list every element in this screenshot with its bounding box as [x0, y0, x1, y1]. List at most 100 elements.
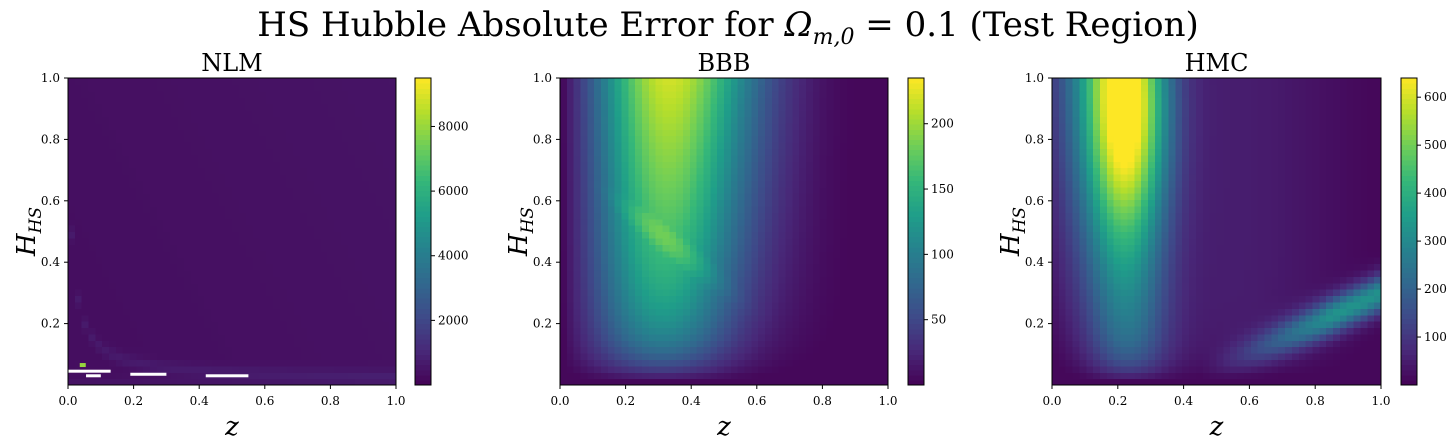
- heatmap-cell: [109, 250, 117, 258]
- heatmap-cell: [314, 250, 322, 258]
- heatmap-cell: [1058, 269, 1067, 277]
- heatmap-cell: [840, 263, 848, 271]
- colorbar-segment: [908, 93, 924, 100]
- heatmap-cell: [717, 103, 725, 111]
- heatmap-cell: [587, 225, 595, 233]
- heatmap-cell: [314, 205, 322, 213]
- heatmap-cell: [601, 340, 609, 348]
- heatmap-cell: [259, 135, 267, 143]
- heatmap-cell: [122, 308, 131, 316]
- heatmap-cell: [847, 205, 855, 213]
- heatmap-cell: [730, 205, 739, 213]
- heatmap-cell: [293, 269, 301, 277]
- heatmap-cell: [375, 167, 383, 175]
- heatmap-cell: [293, 129, 301, 137]
- heatmap-cell: [382, 314, 390, 322]
- heatmap-cell: [560, 244, 568, 252]
- heatmap-cell: [676, 78, 684, 85]
- heatmap-cell: [300, 289, 308, 297]
- heatmap-cell: [689, 225, 698, 233]
- heatmap-cell: [662, 148, 670, 156]
- heatmap-cell: [806, 180, 814, 188]
- heatmap-cell: [860, 167, 869, 175]
- heatmap-cell: [587, 116, 595, 124]
- heatmap-cell: [389, 257, 397, 265]
- heatmap-cell: [95, 276, 103, 284]
- heatmap-cell: [607, 301, 616, 309]
- heatmap-cell: [252, 141, 260, 149]
- heatmap-cell: [635, 205, 643, 213]
- heatmap-cell: [1052, 186, 1060, 194]
- heatmap-cell: [655, 333, 664, 341]
- heatmap-cell: [881, 353, 889, 361]
- heatmap-cell: [826, 225, 834, 233]
- heatmap-cell: [669, 282, 677, 290]
- heatmap-cell: [874, 327, 882, 335]
- heatmap-cell: [156, 269, 165, 277]
- heatmap-cell: [594, 321, 602, 329]
- heatmap-cell: [730, 161, 739, 169]
- heatmap-cell: [703, 167, 711, 175]
- heatmap-cell: [648, 180, 657, 188]
- heatmap-cell: [218, 250, 226, 258]
- heatmap-cell: [1058, 289, 1067, 297]
- heatmap-cell: [361, 333, 370, 341]
- heatmap-cell: [163, 333, 172, 341]
- heatmap-cell: [601, 84, 609, 92]
- heatmap-cell: [648, 314, 657, 322]
- heatmap-cell: [348, 193, 356, 201]
- heatmap-cell: [614, 321, 623, 329]
- x-tick-label: 0.4: [190, 394, 209, 408]
- heatmap-cell: [238, 161, 247, 169]
- heatmap-cell: [286, 359, 295, 367]
- heatmap-cell: [184, 282, 192, 290]
- heatmap-cell: [252, 346, 260, 354]
- heatmap-cell: [129, 193, 137, 201]
- heatmap-cell: [662, 321, 670, 329]
- heatmap-cell: [867, 97, 875, 105]
- heatmap-cell: [833, 173, 841, 181]
- heatmap-cell: [136, 314, 144, 322]
- heatmap-cell: [273, 103, 281, 111]
- heatmap-cell: [320, 116, 329, 124]
- heatmap-cell: [88, 218, 96, 226]
- heatmap-cell: [785, 109, 793, 117]
- heatmap-cell: [560, 193, 568, 201]
- heatmap-cell: [853, 173, 862, 181]
- heatmap-cell: [232, 161, 240, 169]
- heatmap-cell: [361, 161, 370, 169]
- heatmap-cell: [150, 180, 158, 188]
- heatmap-cell: [170, 129, 178, 137]
- colorbar-segment: [415, 164, 431, 171]
- heatmap-cell: [355, 135, 363, 143]
- heatmap-cell: [252, 378, 260, 386]
- heatmap-cell: [587, 205, 595, 213]
- heatmap-cell: [867, 257, 875, 265]
- heatmap-cell: [245, 173, 254, 181]
- heatmap-cell: [587, 173, 595, 181]
- heatmap-cell: [341, 161, 349, 169]
- heatmap-cell: [594, 244, 602, 252]
- heatmap-cell: [648, 97, 657, 105]
- heatmap-cell: [847, 346, 855, 354]
- heatmap-cell: [560, 122, 568, 130]
- colorbar-segment: [908, 226, 924, 233]
- colorbar-segment: [415, 359, 431, 366]
- heatmap-cell: [669, 90, 677, 98]
- heatmap-cell: [197, 308, 206, 316]
- heatmap-cell: [765, 276, 773, 284]
- heatmap-cell: [580, 244, 588, 252]
- heatmap-cell: [232, 359, 240, 367]
- heatmap-cell: [683, 237, 691, 245]
- heatmap-cell: [170, 173, 178, 181]
- heatmap-cell: [300, 269, 308, 277]
- heatmap-cell: [765, 340, 773, 348]
- heatmap-cell: [232, 257, 240, 265]
- heatmap-cell: [211, 237, 219, 245]
- heatmap-cell: [88, 289, 96, 297]
- heatmap-cell: [765, 193, 773, 201]
- heatmap-cell: [341, 173, 349, 181]
- heatmap-cell: [102, 276, 110, 284]
- heatmap-cell: [238, 186, 247, 194]
- heatmap-cell: [806, 122, 814, 130]
